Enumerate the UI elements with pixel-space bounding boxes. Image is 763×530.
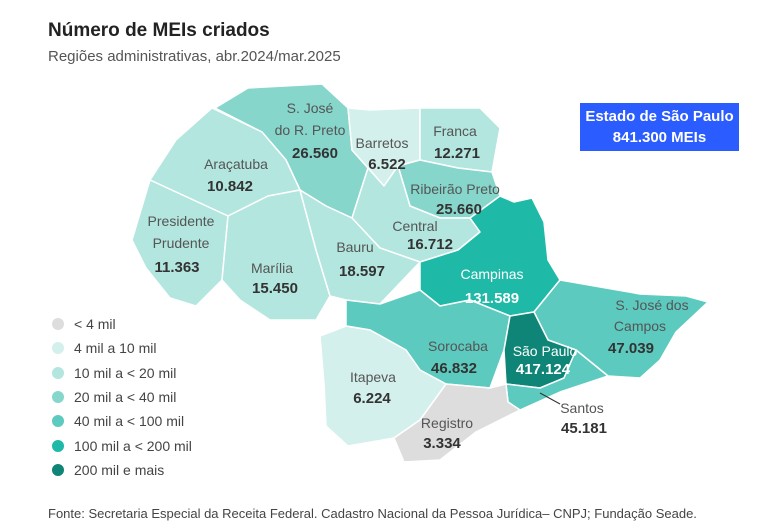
legend-label: 20 mil a < 40 mil (74, 389, 177, 406)
legend-item: 40 mil a < 100 mil (52, 409, 192, 433)
label-marilia-value: 15.450 (252, 280, 298, 297)
legend-label: 100 mil a < 200 mil (74, 437, 192, 454)
legend-swatch (52, 391, 64, 404)
legend-label: 40 mil a < 100 mil (74, 413, 185, 430)
label-presidente-name1: Presidente (148, 213, 215, 229)
label-sjrp-name2: do R. Preto (275, 122, 346, 138)
legend-item: 10 mil a < 20 mil (52, 361, 192, 385)
label-central-name: Central (392, 218, 437, 234)
label-campinas-value: 131.589 (465, 290, 519, 307)
legend: < 4 mil 4 mil a 10 mil 10 mil a < 20 mil… (52, 312, 192, 482)
santos-leader-line (539, 392, 561, 405)
state-total-label: Estado de São Paulo (585, 108, 734, 125)
label-franca-name: Franca (433, 123, 477, 139)
legend-label: 200 mil e mais (74, 461, 165, 478)
label-ribeirao-value: 25.660 (436, 201, 482, 218)
label-saopaulo-name: São Paulo (513, 343, 578, 359)
label-aracatuba-value: 10.842 (207, 178, 253, 195)
label-campinas-name: Campinas (460, 266, 523, 282)
region-registro[interactable] (393, 383, 521, 463)
label-itapeva-value: 6.224 (353, 390, 391, 407)
label-sjcampos-name2: Campos (614, 318, 666, 334)
region-bauru[interactable] (299, 189, 421, 305)
legend-swatch (52, 318, 64, 331)
label-santos-value: 45.181 (561, 420, 607, 437)
region-marilia[interactable] (221, 189, 331, 321)
label-sjrp-name1: S. José (287, 100, 334, 116)
legend-swatch (52, 463, 64, 476)
legend-swatch (52, 366, 64, 379)
legend-item: < 4 mil (52, 312, 192, 336)
legend-label: < 4 mil (74, 316, 116, 333)
label-barretos-value: 6.522 (368, 156, 406, 173)
label-sjcampos-value: 47.039 (608, 340, 654, 357)
label-bauru-value: 18.597 (339, 263, 385, 280)
label-sorocaba-value: 46.832 (431, 360, 477, 377)
label-presidente-value: 11.363 (154, 259, 199, 276)
label-sjrp-value: 26.560 (292, 145, 338, 162)
legend-swatch (52, 415, 64, 428)
legend-label: 4 mil a 10 mil (74, 340, 157, 357)
label-franca-value: 12.271 (434, 145, 480, 162)
legend-swatch (52, 342, 64, 355)
state-total-box: Estado de São Paulo 841.300 MEIs (580, 103, 739, 151)
label-presidente-name2: Prudente (153, 235, 210, 251)
label-saopaulo-value: 417.124 (516, 361, 571, 378)
legend-item: 100 mil a < 200 mil (52, 433, 192, 457)
legend-item: 200 mil e mais (52, 458, 192, 482)
label-barretos-name: Barretos (356, 135, 409, 151)
label-registro-name: Registro (421, 415, 473, 431)
label-sjcampos-name1: S. José dos (615, 297, 688, 313)
label-central-value: 16.712 (407, 236, 453, 253)
label-ribeirao-name: Ribeirão Preto (410, 181, 500, 197)
label-registro-value: 3.334 (423, 435, 461, 452)
state-total-value: 841.300 MEIs (612, 129, 707, 146)
map-subtitle: Regiões administrativas, abr.2024/mar.20… (48, 48, 341, 65)
legend-item: 4 mil a 10 mil (52, 336, 192, 360)
legend-item: 20 mil a < 40 mil (52, 385, 192, 409)
map-title: Número de MEIs criados (48, 20, 270, 41)
region-labels: S. José do R. Preto 26.560 Barretos 6.52… (148, 100, 689, 452)
label-aracatuba-name: Araçatuba (204, 156, 268, 172)
label-santos-name: Santos (560, 400, 604, 416)
source-note: Fonte: Secretaria Especial da Receita Fe… (48, 506, 697, 521)
label-bauru-name: Bauru (336, 239, 373, 255)
legend-swatch (52, 439, 64, 452)
label-sorocaba-name: Sorocaba (428, 338, 488, 354)
label-marilia-name: Marília (251, 260, 293, 276)
legend-label: 10 mil a < 20 mil (74, 364, 177, 381)
label-itapeva-name: Itapeva (350, 369, 396, 385)
